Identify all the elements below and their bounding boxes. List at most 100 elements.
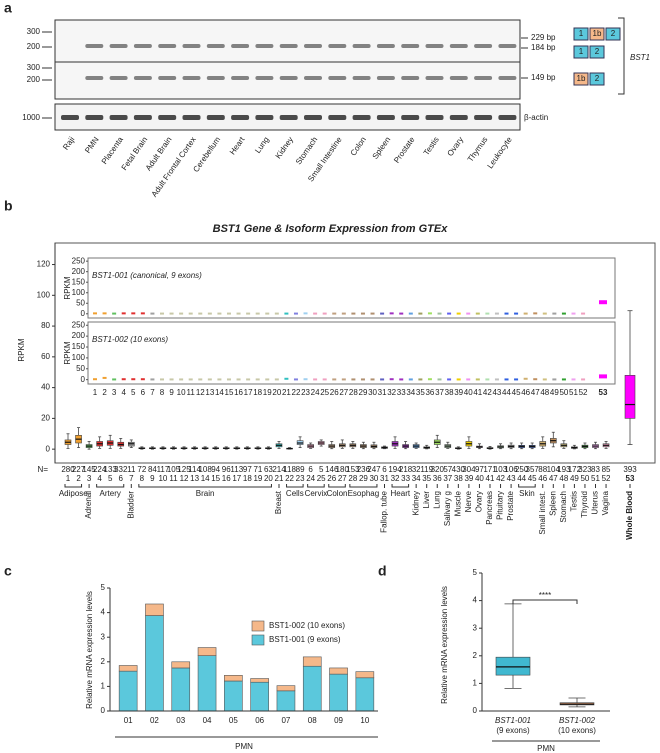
bar-segment — [355, 671, 375, 679]
lane-label: Heart — [228, 135, 247, 157]
exon-label: 1b — [577, 74, 586, 83]
n-count: 32 — [412, 465, 421, 474]
band-label: 229 bp — [531, 33, 556, 42]
y-tick-label: 2 — [101, 657, 106, 666]
gene-label: BST1 — [630, 53, 650, 62]
x-axis-label: PMN — [537, 744, 555, 753]
band-label: 149 bp — [531, 73, 556, 82]
n-count: 6 — [308, 465, 313, 474]
inset-x-tick-label: 51 — [569, 388, 578, 397]
gel-band — [352, 115, 371, 120]
inset-y-tick-label: 0 — [81, 309, 86, 318]
bar-segment — [329, 673, 348, 712]
bar-segment — [145, 615, 164, 712]
y-tick-label: 2 — [473, 651, 478, 660]
lane-label: Lung — [253, 135, 271, 155]
gel-band — [352, 76, 371, 80]
gel-band — [206, 76, 225, 80]
legend-swatch — [251, 634, 265, 646]
x-tick-label: 19 — [253, 474, 262, 483]
inset-x-tick-label: 39 — [454, 388, 463, 397]
lane-label: Testis — [422, 135, 441, 157]
group-label: Esophag — [348, 489, 380, 498]
x-tick-label: 41 — [486, 474, 495, 483]
lane-label: Leukocyte — [485, 135, 514, 170]
group-label: Skin — [519, 489, 535, 498]
n-count: 320 — [431, 465, 445, 474]
inset-y-tick-label: 50 — [76, 298, 85, 307]
x-tick-label: 50 — [580, 474, 589, 483]
gel-band — [182, 115, 201, 120]
y-tick-label: 5 — [101, 583, 106, 592]
exon-label: 2 — [611, 29, 616, 38]
x-tick-label: 01 — [124, 716, 133, 725]
x-tick-label: 1 — [66, 474, 71, 483]
panel-label: a — [4, 0, 12, 16]
n-count: 357 — [526, 465, 540, 474]
group-label: Whole Blood — [625, 491, 634, 540]
exon — [589, 45, 605, 59]
inset-x-tick-label: 46 — [521, 388, 530, 397]
x-tick-label: 22 — [285, 474, 294, 483]
n-count: 323 — [578, 465, 592, 474]
exon-label: 1 — [579, 47, 584, 56]
group-label: Uterus — [591, 491, 600, 515]
inset-x-tick-label: 34 — [406, 388, 415, 397]
gel-band — [85, 115, 104, 120]
gel-band — [231, 115, 250, 120]
legend-label: BST1-002 (10 exons) — [269, 621, 345, 630]
lane-label: Raji — [61, 135, 76, 152]
n-count: 71 — [253, 465, 262, 474]
x-tick-label: 32 — [391, 474, 400, 483]
n-count: 6 — [382, 465, 387, 474]
inset-x-tick-label: 10 — [177, 388, 186, 397]
exon-label: 2 — [595, 74, 600, 83]
marker-label: 200 — [27, 75, 41, 84]
inset-x-tick-label: 8 — [160, 388, 165, 397]
inset-x-tick-label: 44 — [502, 388, 511, 397]
n-count: 430 — [452, 465, 466, 474]
significance-bracket — [512, 599, 578, 604]
significance-label: **** — [539, 591, 551, 600]
y-tick-label: 80 — [41, 321, 50, 330]
group-label: Nerve — [464, 490, 473, 512]
inset-x-tick-label: 38 — [445, 388, 454, 397]
gel-band — [376, 76, 395, 80]
n-count: 224 — [93, 465, 107, 474]
x-tick-label: 46 — [538, 474, 547, 483]
y-axis-label: Relative mRNA expression levels — [85, 591, 94, 709]
gel-band — [133, 115, 152, 120]
x-tick-label: 49 — [570, 474, 579, 483]
n-count: 106 — [504, 465, 518, 474]
x-tick-label: 36 — [433, 474, 442, 483]
x-tick-label: 9 — [150, 474, 155, 483]
x-tick-label: 20 — [264, 474, 273, 483]
inset-x-tick-label: 6 — [141, 388, 146, 397]
group-bracket — [96, 484, 125, 488]
band-label: 184 bp — [531, 43, 556, 52]
n-count: 84 — [148, 465, 157, 474]
inset-x-tick-label: 33 — [397, 388, 406, 397]
box — [495, 656, 531, 676]
gel-band — [231, 76, 250, 80]
n-count: 118 — [283, 465, 296, 474]
inset-x-tick-label: 11 — [187, 388, 196, 397]
bar-segment — [355, 677, 375, 712]
exon — [573, 27, 589, 41]
n-count: 171 — [483, 465, 497, 474]
bar-segment — [197, 655, 217, 712]
inset-y-label: RPKM — [63, 341, 72, 364]
inset-y-tick-label: 150 — [72, 342, 86, 351]
group-bracket — [328, 484, 346, 488]
inset-x-tick-label: 4 — [121, 388, 126, 397]
y-tick-label: 1 — [101, 682, 106, 691]
x-tick-label: 4 — [97, 474, 102, 483]
bar-segment — [145, 603, 164, 616]
inset-x-tick-label: 47 — [531, 388, 540, 397]
x-tick-label: 07 — [281, 716, 290, 725]
x-tick-label: 48 — [559, 474, 568, 483]
exon — [573, 72, 589, 86]
y-tick-label: 0 — [473, 706, 478, 715]
x-tick-label: 43 — [507, 474, 516, 483]
